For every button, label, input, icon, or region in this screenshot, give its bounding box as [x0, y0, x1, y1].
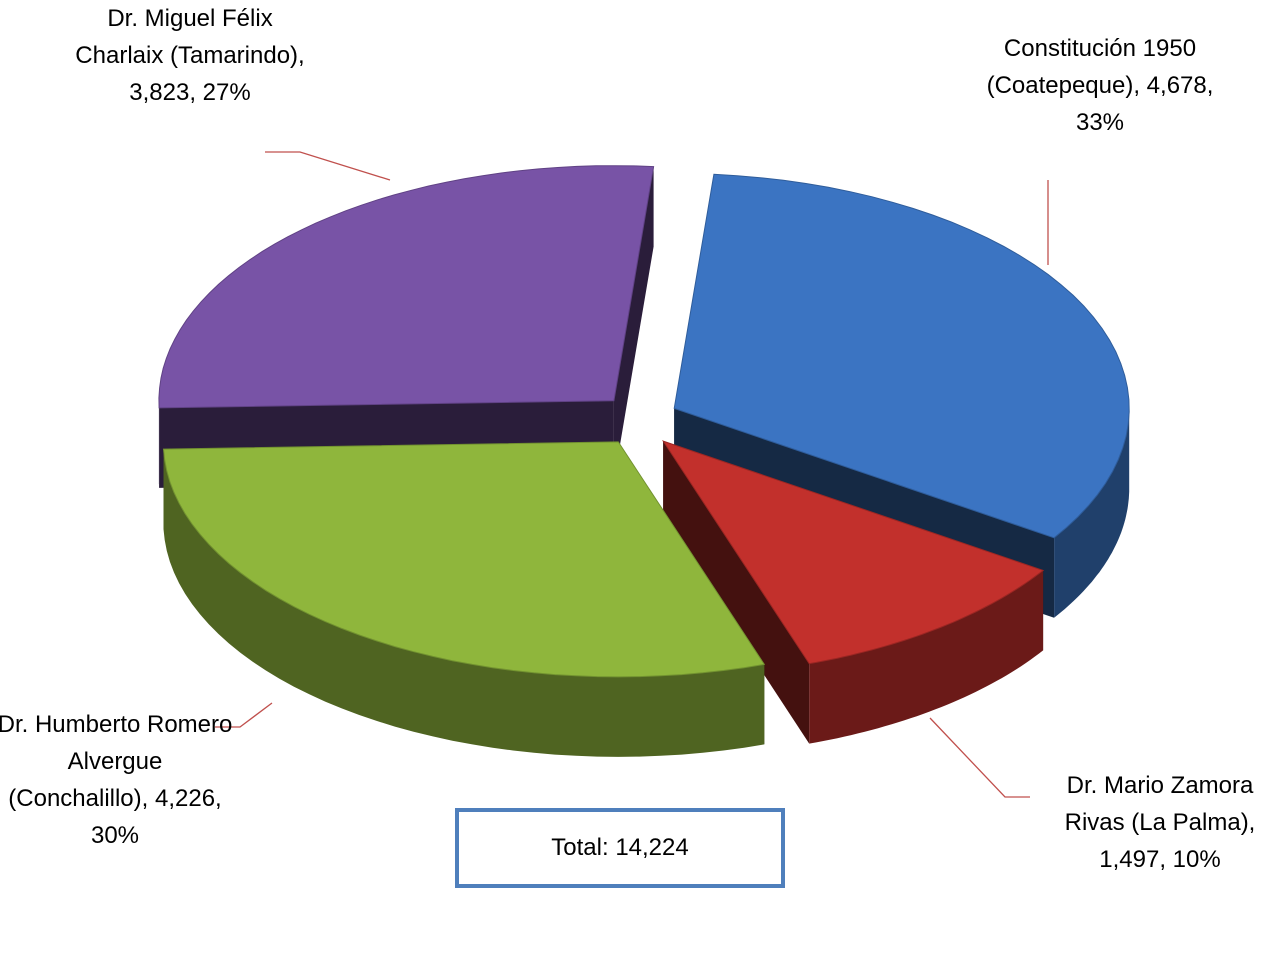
slice-side — [809, 570, 1044, 744]
total-annotation: Total: 14,224 — [455, 808, 785, 888]
data-label: Constitución 1950 (Coatepeque), 4,678, 3… — [986, 35, 1214, 136]
leader-line — [215, 702, 273, 728]
slice — [158, 165, 655, 409]
data-label: Dr. Miguel Félix Charlaix (Tamarindo), 3… — [75, 5, 305, 106]
leader-line — [265, 151, 391, 181]
slice-wall — [663, 441, 810, 744]
data-label: Dr. Mario Zamora Rivas (La Palma), 1,497… — [1064, 772, 1256, 873]
slice-side — [1054, 408, 1130, 618]
slice — [661, 440, 1045, 665]
slice-wall — [613, 166, 654, 481]
slice — [673, 173, 1130, 539]
data-label: Dr. Humberto Romero Alvergue (Conchalill… — [0, 711, 233, 849]
slice-side — [163, 449, 765, 757]
leader-line — [929, 717, 1030, 798]
slice — [162, 441, 766, 678]
